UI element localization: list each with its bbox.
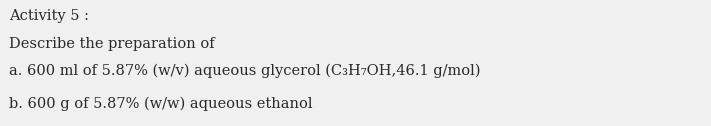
Text: Describe the preparation of: Describe the preparation of [9, 37, 215, 51]
Text: Activity 5 :: Activity 5 : [9, 9, 90, 23]
Text: a. 600 ml of 5.87% (w/v) aqueous glycerol (C₃H₇OH,46.1 g/mol): a. 600 ml of 5.87% (w/v) aqueous glycero… [9, 63, 481, 78]
Text: b. 600 g of 5.87% (w/w) aqueous ethanol: b. 600 g of 5.87% (w/w) aqueous ethanol [9, 96, 313, 111]
